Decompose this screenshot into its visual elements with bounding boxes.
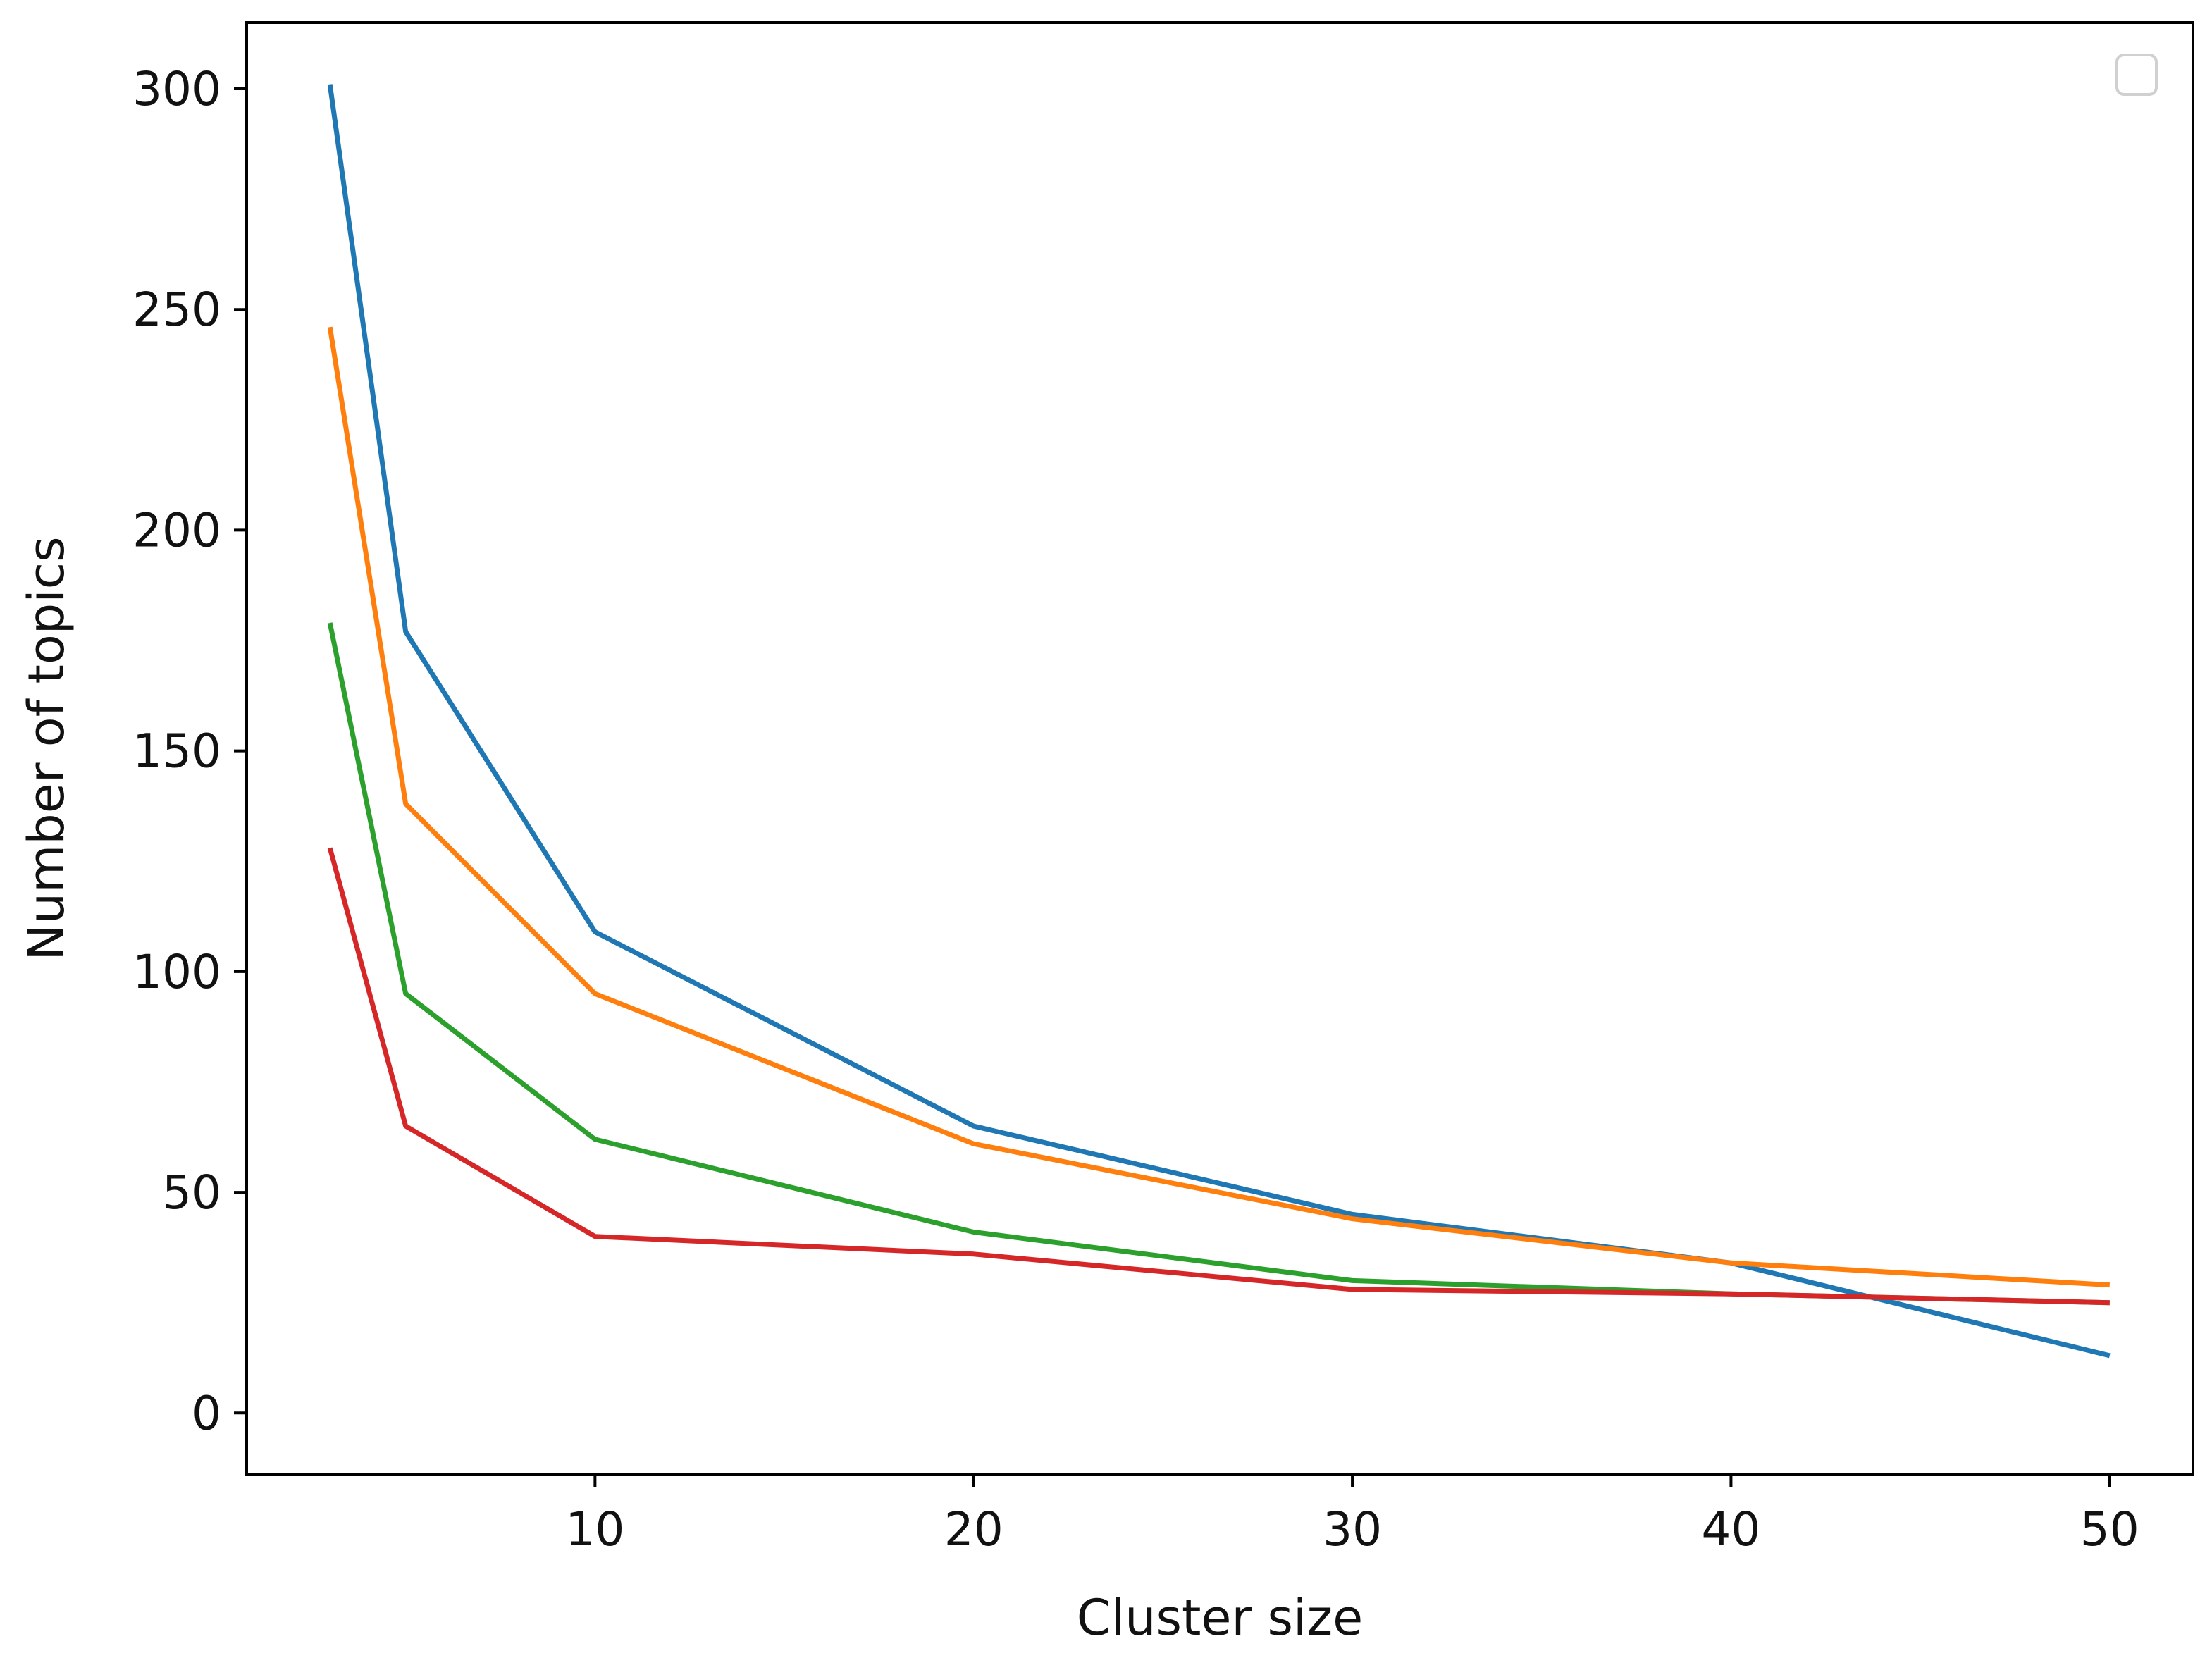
x-tick-label: 40: [1701, 1502, 1760, 1557]
x-tick-label: 10: [565, 1502, 624, 1557]
x-tick-label: 30: [1323, 1502, 1382, 1557]
plot-area: [327, 84, 2111, 1359]
y-tick-label: 150: [132, 724, 221, 779]
y-tick-label: 200: [132, 503, 221, 557]
axis-ticks: 10 20 30 40 50 0 50 100 150 200 250 300: [132, 21, 2194, 1557]
plot-frame: [245, 21, 2194, 1476]
series-line-4: [327, 847, 2110, 1306]
series-line-2: [327, 326, 2111, 1288]
y-tick-label: 250: [132, 283, 221, 337]
x-tick-label: 20: [944, 1502, 1003, 1557]
legend-box: [2115, 54, 2158, 96]
y-axis-title: Number of topics: [18, 536, 75, 960]
y-tick-label: 50: [162, 1165, 221, 1220]
y-tick-label: 300: [132, 62, 221, 116]
x-axis-title: Cluster size: [1077, 1589, 1363, 1647]
x-tick-label: 50: [2080, 1502, 2139, 1557]
series-line-1: [327, 84, 2111, 1359]
series-line-3: [327, 622, 2110, 1306]
y-tick-label: 0: [192, 1386, 221, 1440]
y-tick-label: 100: [132, 945, 221, 999]
